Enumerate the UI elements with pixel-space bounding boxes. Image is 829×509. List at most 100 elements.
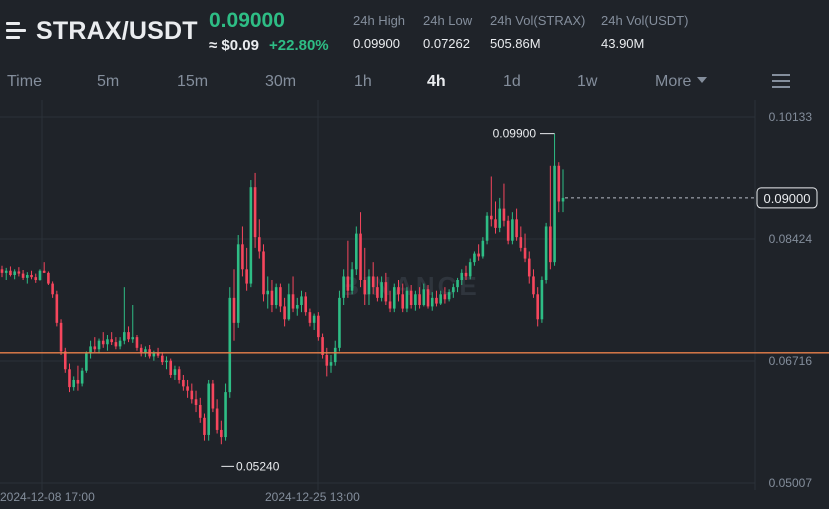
- candle-body: [452, 287, 455, 293]
- candle-body: [376, 287, 379, 298]
- candle-body: [557, 165, 561, 202]
- candle-body: [418, 294, 421, 305]
- candle-body: [304, 296, 307, 313]
- candle-body: [173, 369, 177, 375]
- candle-body: [118, 340, 122, 347]
- candle-body: [9, 270, 12, 276]
- candle-body: [439, 294, 442, 304]
- tab-30m[interactable]: 30m: [265, 73, 297, 90]
- tab-more[interactable]: More: [655, 73, 708, 91]
- tab-15m[interactable]: 15m: [177, 73, 209, 90]
- tab-1h[interactable]: 1h: [354, 73, 372, 90]
- candle-body: [47, 272, 50, 284]
- y-tick-label: 0.10133: [769, 110, 813, 124]
- candle-body: [409, 290, 413, 305]
- candle-body: [342, 276, 345, 298]
- candle-body: [169, 360, 173, 375]
- stat-label: 24h High: [353, 13, 406, 28]
- candle-body: [13, 271, 16, 276]
- candle-body: [190, 390, 194, 400]
- candle-body: [97, 340, 101, 350]
- tab-1d[interactable]: 1d: [503, 73, 521, 90]
- candle-body: [333, 347, 337, 363]
- tab-1w[interactable]: 1w: [577, 73, 598, 90]
- candle-body: [523, 247, 527, 259]
- candle-body: [295, 304, 299, 309]
- candle-body: [34, 277, 38, 281]
- candle-body: [502, 208, 506, 221]
- candle-body: [55, 294, 59, 323]
- price-usd-equivalent: ≈ $0.09: [209, 37, 259, 54]
- candle-body: [89, 346, 92, 354]
- candle-body: [38, 270, 42, 281]
- candle-body: [426, 289, 430, 307]
- candle-body: [549, 226, 552, 263]
- tab-4h[interactable]: 4h: [427, 73, 446, 90]
- candle-body: [544, 226, 548, 281]
- candle-body: [506, 220, 510, 241]
- candle-body: [338, 297, 341, 348]
- stat-24h-vol-quote: 24h Vol(USDT) 43.90M: [601, 13, 688, 51]
- candle-body: [203, 417, 206, 435]
- candle-body: [249, 187, 253, 284]
- candle-body: [80, 370, 84, 384]
- price-change-percent: +22.80%: [269, 37, 329, 54]
- candle-body: [198, 404, 202, 418]
- candle-body: [26, 275, 29, 278]
- candle-body: [85, 353, 88, 371]
- candle-body: [266, 290, 270, 295]
- candle-body: [485, 215, 489, 241]
- candle-body: [30, 275, 33, 278]
- chart-settings-icon[interactable]: [772, 72, 790, 90]
- candle-body: [253, 187, 257, 238]
- chevron-down-icon: [697, 76, 708, 83]
- candlestick-chart[interactable]: BINANCE 0.09000 0.09900 0.05240 0.10133 0.084…: [0, 100, 829, 509]
- candle-body: [489, 215, 493, 220]
- candle-body: [291, 294, 295, 309]
- low-marker-label: 0.05240: [236, 459, 280, 473]
- stat-value: 43.90M: [601, 36, 645, 51]
- candle-body: [414, 294, 417, 305]
- candle-body: [110, 339, 113, 343]
- trading-pair[interactable]: STRAX/USDT: [36, 17, 198, 45]
- x-tick-label: 2024-12-08 17:00: [0, 490, 95, 504]
- candle-body: [135, 337, 139, 348]
- candle-body: [59, 322, 63, 352]
- candle-body: [430, 297, 434, 307]
- stat-label: 24h Vol(STRAX): [490, 13, 586, 28]
- candle-body: [329, 362, 333, 366]
- candle-body: [300, 296, 303, 305]
- candle-body: [21, 273, 25, 278]
- candle-body: [468, 262, 472, 277]
- candle-body: [346, 276, 350, 291]
- candle-body: [553, 165, 556, 263]
- hamburger-menu-icon[interactable]: [6, 22, 26, 40]
- candle-body: [363, 280, 367, 295]
- candle-body: [207, 383, 210, 435]
- candle-body: [283, 306, 286, 320]
- stat-24h-low: 24h Low 0.07262: [423, 13, 472, 51]
- candle-body: [258, 237, 261, 252]
- candle-body: [106, 339, 109, 345]
- candle-body: [93, 346, 97, 350]
- candle-body: [245, 269, 248, 284]
- candle-body: [17, 271, 21, 274]
- candle-body: [473, 253, 476, 263]
- candle-body: [367, 276, 371, 295]
- y-tick-label: 0.05007: [769, 476, 813, 490]
- tab-5m[interactable]: 5m: [97, 73, 120, 90]
- candle-body: [380, 282, 383, 298]
- candle-body: [532, 276, 535, 295]
- candle-body: [182, 379, 185, 387]
- interval-tabs: Time 5m 15m 30m 1h 4h 1d 1w More: [0, 64, 829, 100]
- tab-time[interactable]: Time: [7, 73, 42, 90]
- candle-body: [536, 294, 539, 320]
- candle-body: [224, 392, 227, 438]
- candle-body: [540, 280, 544, 320]
- candle-body: [42, 270, 46, 273]
- candle-body: [371, 276, 375, 288]
- candle-body: [359, 233, 362, 281]
- candle-body: [494, 219, 497, 228]
- candle-body: [355, 233, 358, 270]
- candle-body: [186, 386, 189, 391]
